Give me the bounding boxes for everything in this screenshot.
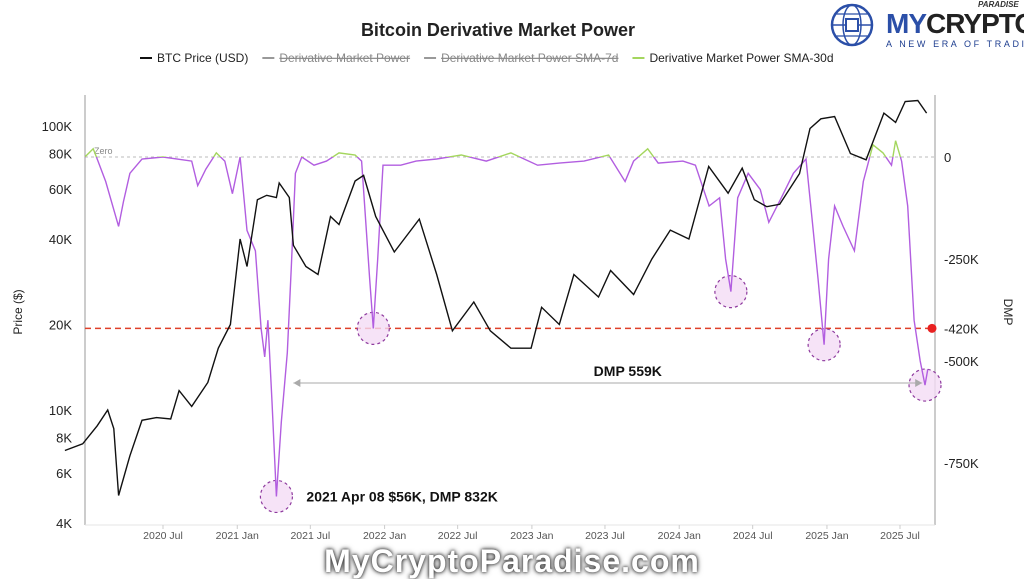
- left-tick-label: 60K: [49, 182, 72, 197]
- right-tick-label: -250K: [944, 252, 979, 267]
- logo-crypto: CRYPTO: [926, 8, 1024, 39]
- x-tick-label: 2023 Jul: [585, 530, 625, 542]
- x-tick-label: 2023 Jan: [510, 530, 553, 542]
- left-tick-label: 80K: [49, 147, 72, 162]
- x-tick-label: 2024 Jan: [658, 530, 701, 542]
- axes: 4K 6K 8K 10K 20K 40K 60K 80K 100K 0 -250K -420K -500…: [11, 95, 1015, 542]
- annotation-current: DMP 559K: [594, 363, 662, 379]
- left-tick-label: 100K: [42, 119, 73, 134]
- x-tick-label: 2022 Jul: [438, 530, 478, 542]
- left-tick-label: 20K: [49, 318, 72, 333]
- x-tick-label: 2020 Jul: [143, 530, 183, 542]
- logo-my: MY: [886, 8, 927, 39]
- legend: BTC Price (USD) Derivative Market Power De…: [140, 51, 834, 65]
- logo-tagline: A NEW ERA OF TRADING: [886, 39, 1024, 49]
- legend-item: Derivative Market Power: [279, 51, 410, 65]
- left-tick-label: 8K: [56, 431, 72, 446]
- right-tick-label: -420K: [944, 321, 979, 336]
- left-tick-label: 4K: [56, 516, 72, 531]
- dmp-line-negative: [85, 157, 929, 497]
- x-tick-label: 2021 Jul: [290, 530, 330, 542]
- left-tick-label: 6K: [56, 466, 72, 481]
- right-axis-label: DMP: [1001, 299, 1015, 326]
- watermark: MyCryptoParadise.com: [324, 543, 700, 579]
- left-tick-label: 10K: [49, 403, 72, 418]
- dmp-line-positive: [85, 140, 902, 157]
- threshold-marker: [927, 323, 937, 333]
- globe-icon: [830, 3, 874, 47]
- logo-tag: PARADISE: [978, 0, 1019, 9]
- zero-label: Zero: [94, 146, 113, 156]
- x-tick-label: 2022 Jan: [363, 530, 406, 542]
- x-tick-label: 2024 Jul: [733, 530, 773, 542]
- arrowhead-left-icon: [293, 379, 301, 387]
- plot-area: Zero 2021 Apr 08 $56K, DMP 832K DMP 559K: [64, 99, 942, 514]
- x-tick-label: 2025 Jan: [805, 530, 848, 542]
- legend-item: BTC Price (USD): [157, 51, 248, 65]
- annotation-peak: 2021 Apr 08 $56K, DMP 832K: [306, 488, 497, 504]
- legend-item: Derivative Market Power SMA-7d: [441, 51, 618, 65]
- btc-price-line: [64, 99, 928, 496]
- right-tick-label: 0: [944, 150, 951, 165]
- logo-wordmark: MYCRYPTO: [886, 10, 1024, 38]
- x-tick-label: 2021 Jan: [216, 530, 259, 542]
- left-axis-label: Price ($): [11, 289, 25, 334]
- legend-item: Derivative Market Power SMA-30d: [649, 51, 833, 65]
- right-tick-label: -750K: [944, 456, 979, 471]
- x-tick-label: 2025 Jul: [880, 530, 920, 542]
- arrowhead-right-icon: [915, 379, 923, 387]
- left-tick-label: 40K: [49, 232, 72, 247]
- chart-title: Bitcoin Derivative Market Power: [361, 20, 635, 40]
- brand-logo: MYCRYPTO PARADISE A NEW ERA OF TRADING: [828, 0, 1024, 50]
- right-tick-label: -500K: [944, 354, 979, 369]
